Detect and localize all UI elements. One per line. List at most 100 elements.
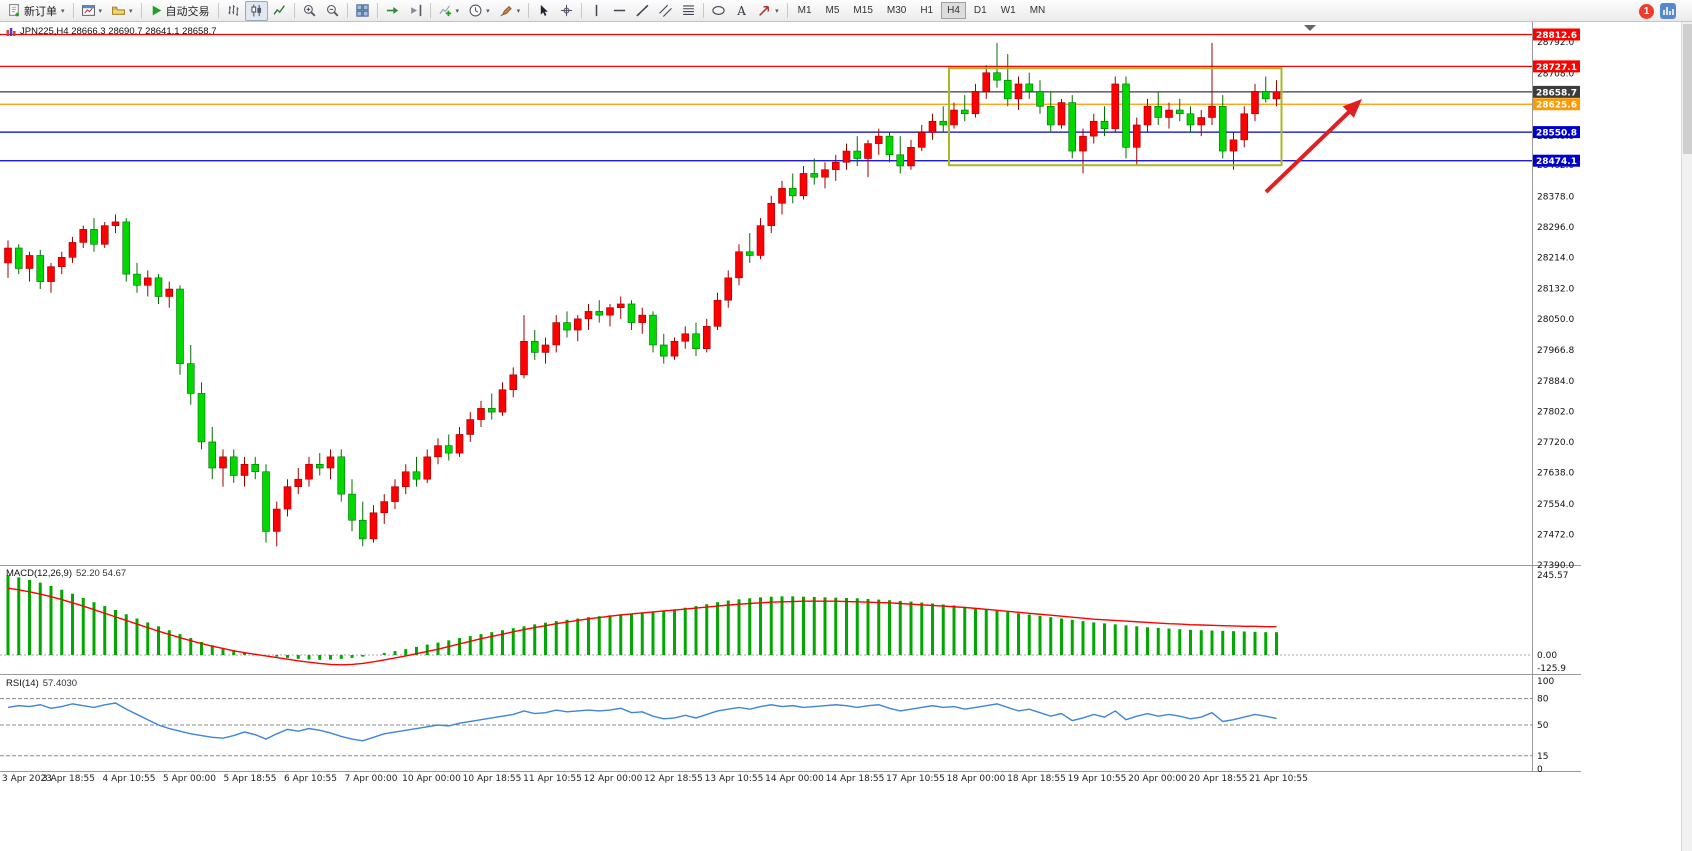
price-badge-label: 28727.1 [1536, 63, 1577, 73]
shapes-button[interactable] [707, 1, 730, 21]
time-axis-label: 17 Apr 10:55 [886, 774, 945, 784]
templates-button[interactable]: ▾ [495, 1, 526, 21]
timeframe-m1-button[interactable]: M1 [797, 5, 812, 16]
candle [229, 456, 238, 476]
candle [197, 393, 206, 443]
toolbar-separator [581, 3, 583, 18]
new-chart-button[interactable]: ▾ [77, 1, 108, 21]
time-axis-label: 19 Apr 10:55 [1068, 774, 1127, 784]
candle [659, 344, 668, 357]
profiles-button[interactable]: ▾ [107, 1, 138, 21]
candle [1208, 106, 1216, 118]
line-chart-button[interactable] [268, 1, 291, 21]
timeframe-w1-button[interactable]: W1 [1000, 5, 1016, 16]
candle [1165, 109, 1173, 118]
price-axis[interactable]: 28792.028708.028624.028540.028462.028378… [1537, 38, 1574, 571]
candle [305, 463, 313, 480]
text-button[interactable]: A [730, 1, 753, 21]
tile-icon [355, 4, 369, 17]
timeframe-m5-button[interactable]: M5 [825, 5, 840, 16]
vertical-scrollbar[interactable] [1681, 0, 1692, 851]
candlestick-chart-button[interactable] [244, 0, 268, 21]
new-order-button[interactable]: 新订单 ▾ [3, 1, 70, 21]
tile-windows-button[interactable] [351, 1, 374, 21]
candle [122, 221, 131, 275]
time-axis-label: 10 Apr 00:00 [402, 774, 461, 784]
hline-icon [613, 9, 626, 12]
candle [1229, 139, 1238, 152]
price-lines[interactable]: 28812.6 28727.1 28658.7 28625.6 28550.8 28474… [0, 28, 1580, 167]
toolbar-separator [528, 3, 530, 18]
timeframe-m15-button[interactable]: M15 [853, 5, 873, 16]
consolidation-rectangle[interactable] [948, 67, 1283, 167]
zoom-in-button[interactable] [298, 1, 321, 21]
bar-chart-button[interactable] [222, 1, 245, 21]
cursor-button[interactable] [532, 1, 555, 21]
autotrade-button[interactable]: 自动交易 [145, 1, 215, 21]
price-badge [1533, 154, 1580, 167]
zoom-out-button[interactable] [321, 1, 344, 21]
candle [423, 456, 432, 480]
zoom-out-icon [326, 4, 339, 17]
horizontal-line-button[interactable] [608, 1, 631, 21]
periods-button[interactable]: ▾ [464, 1, 495, 21]
candles[interactable] [4, 42, 1281, 547]
price-badge-label: 28550.8 [1536, 129, 1577, 139]
scrollbar-thumb[interactable] [1683, 24, 1692, 154]
candle [47, 266, 55, 282]
time-axis-label: 3 Apr 2023 [2, 774, 52, 784]
price-badge [1533, 98, 1580, 111]
candle [100, 225, 109, 245]
timeframe-mn-button[interactable]: MN [1029, 5, 1046, 16]
timeframe-m30-button[interactable]: M30 [886, 5, 907, 16]
candle [702, 326, 711, 349]
toolbar-separator [786, 3, 788, 18]
candle [272, 508, 281, 532]
dropdown-caret-icon: ▾ [129, 7, 133, 15]
candle [1079, 135, 1087, 152]
timeframe-h1-button[interactable]: H1 [920, 5, 934, 16]
chart-shift-marker-icon[interactable] [1304, 25, 1316, 31]
crosshair-button[interactable] [555, 1, 578, 21]
price-badge [1533, 28, 1580, 41]
price-axis-label: 27884.0 [1537, 377, 1574, 387]
timeframe-h4-button[interactable]: H4 [941, 2, 966, 19]
notification-badge[interactable]: 1 [1639, 3, 1654, 19]
candle [1197, 117, 1206, 126]
indicators-button[interactable]: ▾ [434, 1, 465, 21]
auto-scroll-button[interactable] [381, 1, 404, 21]
candle [165, 288, 174, 297]
fibonacci-button[interactable] [677, 1, 700, 21]
bars-icon [227, 5, 239, 16]
rsi-scale-label: 50 [1537, 721, 1549, 731]
candle [262, 471, 270, 532]
candle [788, 188, 797, 197]
time-axis-label: 4 Apr 10:55 [103, 774, 156, 784]
candle [1143, 106, 1152, 126]
time-axis-label: 3 Apr 18:55 [42, 774, 95, 784]
rsi-pane[interactable]: 100 80 50 15 0 [0, 677, 1554, 775]
timeframe-d1-button[interactable]: D1 [973, 5, 987, 16]
candle [692, 333, 700, 349]
chart-shift-button[interactable] [404, 1, 427, 21]
time-axis-label: 11 Apr 10:55 [523, 774, 582, 784]
trend-arrow[interactable] [1264, 110, 1351, 194]
arrows-button[interactable]: ▾ [753, 1, 784, 21]
candle [1122, 83, 1130, 148]
vertical-line-button[interactable] [585, 1, 608, 21]
candle [380, 501, 389, 514]
app-icon[interactable] [1660, 3, 1676, 19]
candle [520, 340, 528, 376]
candle [767, 202, 776, 226]
channel-button[interactable] [654, 1, 677, 21]
macd-pane[interactable]: 245.57 0.00 -125.9 [0, 571, 1569, 674]
shapes-icon [712, 6, 725, 15]
rsi-scale-label: 100 [1537, 677, 1554, 687]
trendline-button[interactable] [631, 1, 654, 21]
candle [971, 91, 980, 115]
candle [369, 512, 378, 540]
candle [133, 273, 141, 286]
candle [530, 340, 539, 353]
